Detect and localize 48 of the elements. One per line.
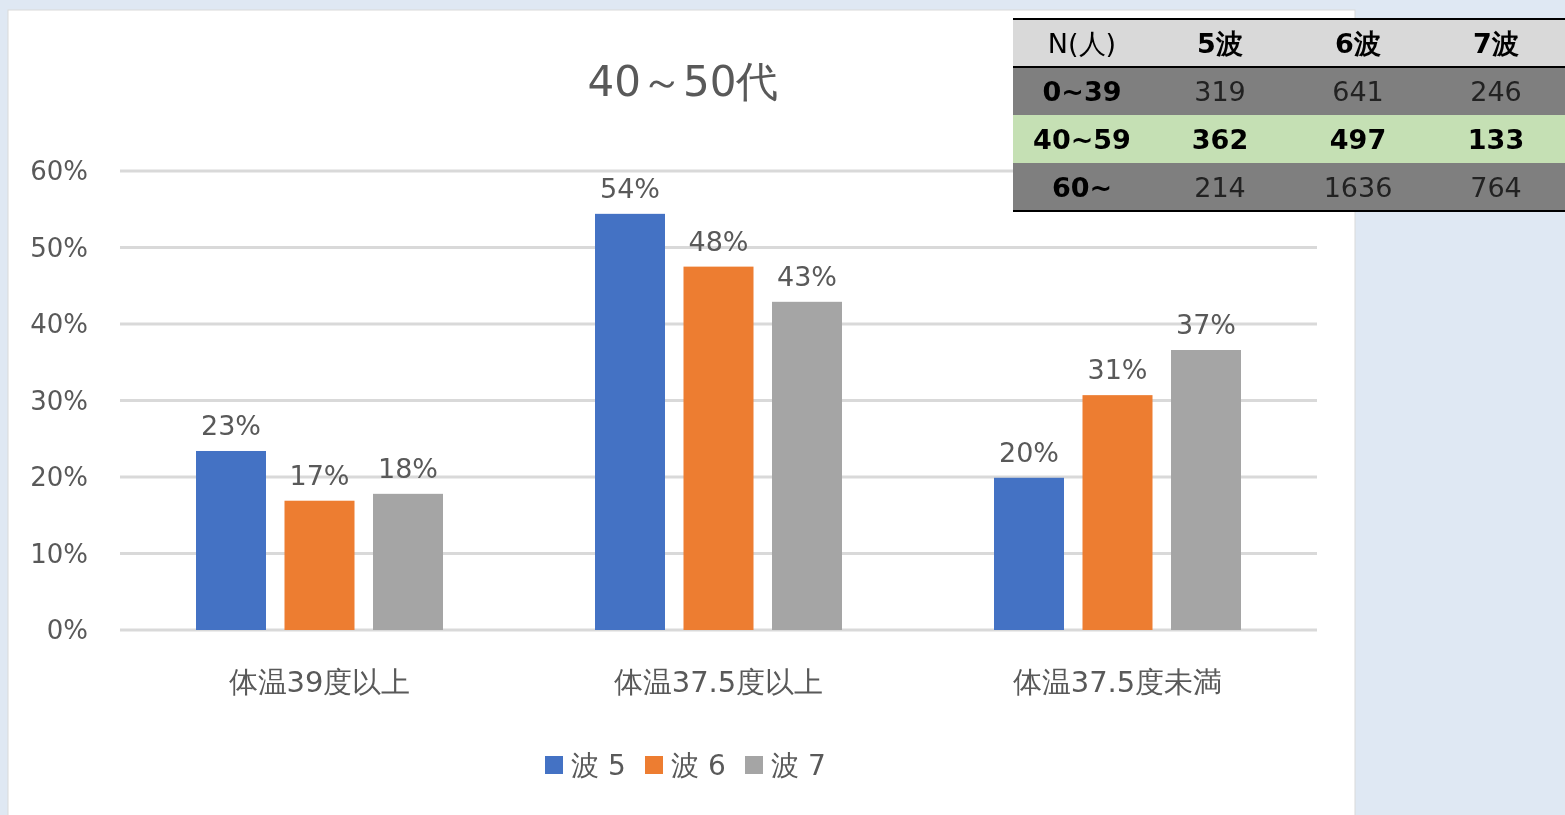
data-label: 20% xyxy=(998,436,1060,468)
y-tick-label: 20% xyxy=(30,462,88,492)
bar xyxy=(683,266,754,630)
text: 497 xyxy=(1329,124,1387,155)
text: 1636 xyxy=(1323,172,1393,203)
y-tick-label: 30% xyxy=(30,385,88,416)
chart-title: 40～50代 xyxy=(587,57,779,106)
x-tick-label: 体温37.5度未満 xyxy=(1012,665,1223,699)
category-label: 40~59 xyxy=(1033,124,1131,155)
text: 214 xyxy=(1194,172,1246,203)
legend-label: 波 6 xyxy=(671,749,726,782)
data-label: 18% xyxy=(377,452,439,484)
data-label: 31% xyxy=(1087,354,1148,386)
category-label: 7波 xyxy=(1473,28,1519,59)
y-tick-label: 50% xyxy=(30,232,88,263)
bar xyxy=(196,450,266,630)
bar xyxy=(373,493,443,630)
text: 641 xyxy=(1332,76,1384,107)
x-tick-label: 体温37.5度以上 xyxy=(613,665,824,699)
legend-label: 波 5 xyxy=(571,749,626,782)
data-label: 43% xyxy=(776,260,838,292)
bar xyxy=(595,213,665,630)
data-label: 37% xyxy=(1175,309,1237,341)
category-label: 6波 xyxy=(1335,28,1381,59)
x-tick-label: 体温39度以上 xyxy=(228,665,411,699)
category-label: 0~39 xyxy=(1042,76,1122,107)
text: 362 xyxy=(1191,124,1249,155)
text: 246 xyxy=(1470,76,1522,107)
bar xyxy=(994,477,1064,630)
bar xyxy=(1082,395,1153,630)
text: 133 xyxy=(1467,124,1525,155)
y-tick-label: 40% xyxy=(30,309,88,339)
data-label: 54% xyxy=(599,172,661,204)
bar xyxy=(772,301,842,630)
legend-label: 波 7 xyxy=(771,749,826,782)
y-tick-label: 10% xyxy=(30,538,88,569)
text: 319 xyxy=(1194,76,1246,107)
bar xyxy=(284,500,355,630)
bar xyxy=(1171,350,1241,630)
text: 764 xyxy=(1470,172,1522,203)
text: N(人) xyxy=(1047,28,1117,59)
category-label: 5波 xyxy=(1197,28,1243,59)
data-label: 17% xyxy=(289,459,350,491)
data-label: 48% xyxy=(688,225,749,257)
y-tick-label: 0% xyxy=(46,615,88,645)
y-tick-label: 60% xyxy=(30,156,88,186)
data-label: 23% xyxy=(200,409,262,441)
category-label: 60~ xyxy=(1051,172,1113,203)
